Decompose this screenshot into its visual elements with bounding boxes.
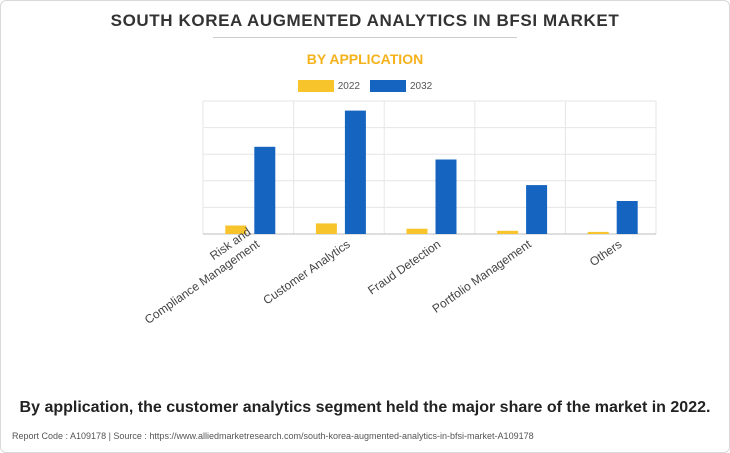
category-label-line: Compliance Management xyxy=(142,237,263,327)
category-label-line: Portfolio Management xyxy=(430,237,535,316)
category-label-4: Others xyxy=(587,237,625,269)
bar-2032-3 xyxy=(526,185,548,234)
category-label-2: Fraud Detection xyxy=(365,237,443,297)
legend: 2022 2032 xyxy=(0,80,730,92)
title-divider xyxy=(213,37,517,38)
legend-label-2022: 2022 xyxy=(337,80,360,92)
legend-swatch-2022 xyxy=(297,80,334,92)
category-label-0: Risk andCompliance Management xyxy=(133,224,262,327)
category-label-line: Others xyxy=(587,237,625,269)
bars xyxy=(225,110,638,234)
legend-label-2032: 2032 xyxy=(410,80,433,92)
bar-2022-3 xyxy=(497,230,519,234)
legend-item-2022[interactable]: 2022 xyxy=(297,80,360,92)
bar-2022-1 xyxy=(315,223,337,234)
category-label-line: Fraud Detection xyxy=(365,237,443,297)
bar-2032-0 xyxy=(254,146,276,234)
legend-item-2032[interactable]: 2032 xyxy=(370,80,432,92)
bar-2032-2 xyxy=(435,159,457,234)
category-label-3: Portfolio Management xyxy=(430,237,535,316)
chart-caption: By application, the customer analytics s… xyxy=(19,399,711,416)
legend-swatch-2032 xyxy=(370,80,406,92)
chart-title: SOUTH KOREA AUGMENTED ANALYTICS IN BFSI … xyxy=(110,11,620,30)
grid-lines xyxy=(202,100,657,235)
bar-2032-4 xyxy=(616,201,638,234)
category-label-1: Customer Analytics xyxy=(260,237,352,307)
chart-subtitle: BY APPLICATION xyxy=(306,51,424,67)
bar-2022-0 xyxy=(225,225,247,234)
category-label-line: Customer Analytics xyxy=(260,237,352,307)
bar-2032-1 xyxy=(344,110,366,234)
report-footer: Report Code : A109178 | Source : https:/… xyxy=(12,431,534,441)
bar-2022-2 xyxy=(406,228,428,234)
bar-2022-4 xyxy=(587,231,609,234)
